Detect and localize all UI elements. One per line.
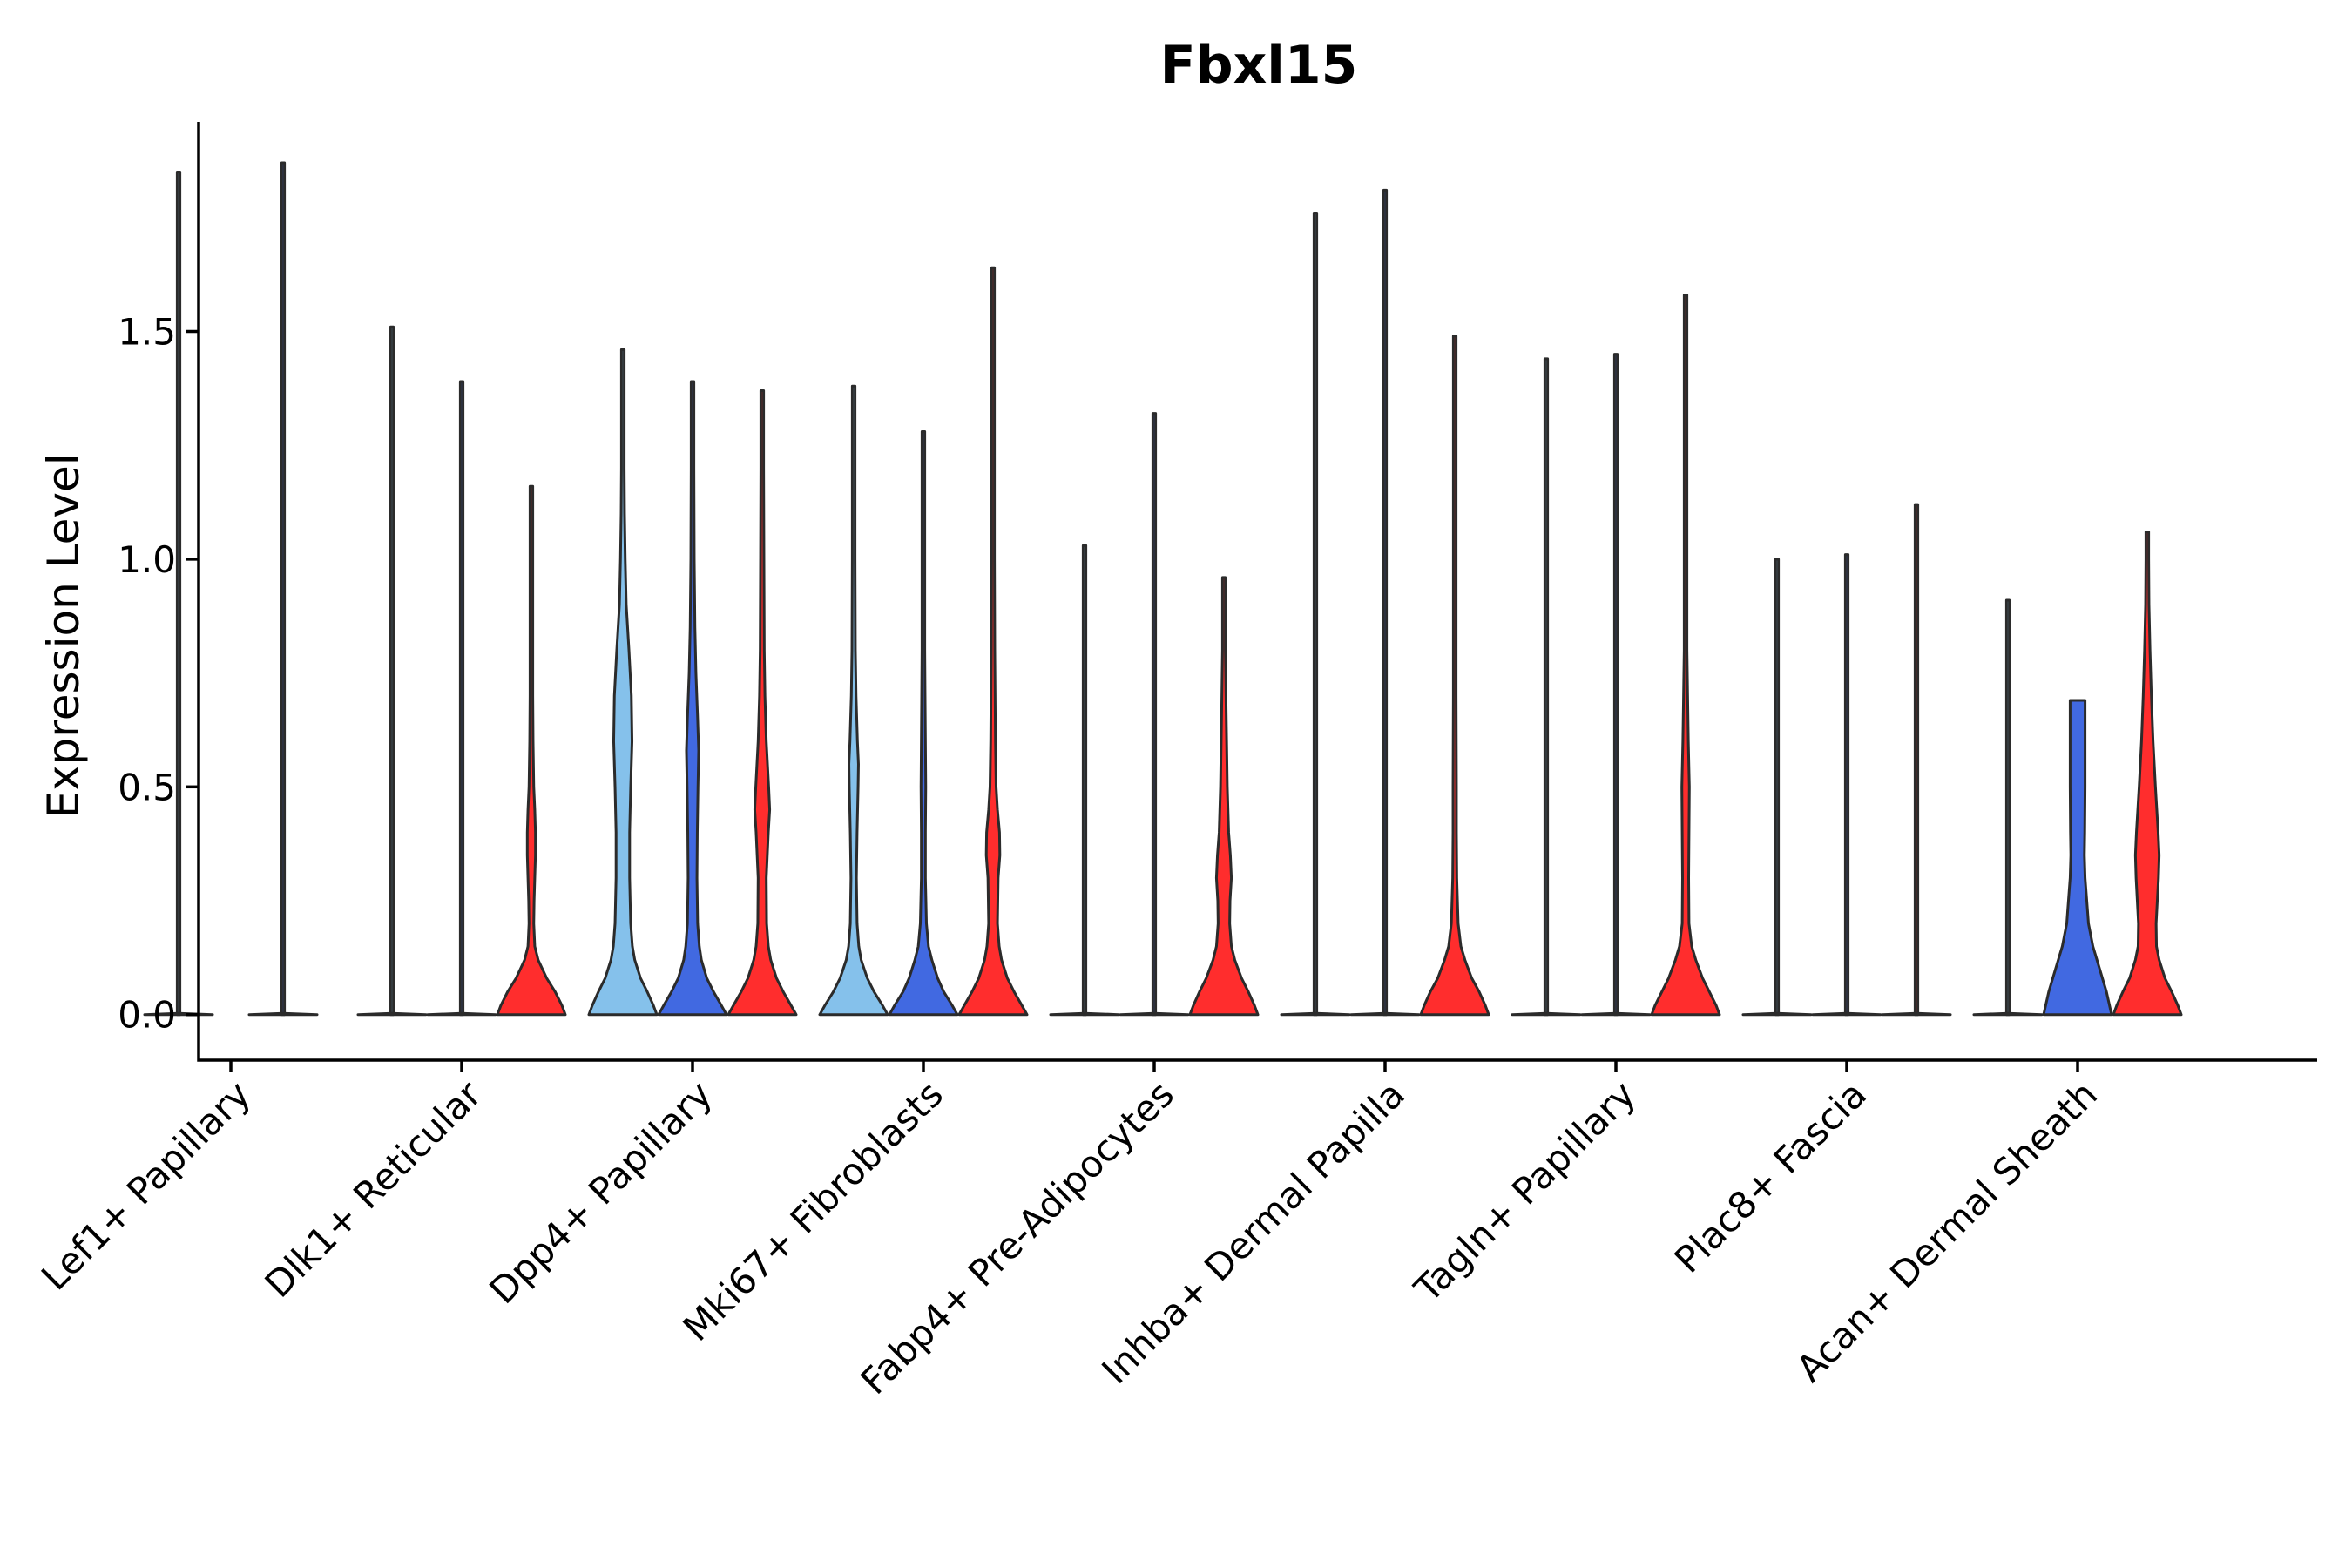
y-tick-label: 0.0 [118, 994, 176, 1037]
violin-light_blue [1543, 357, 1550, 1017]
y-ticks: 0.0 0.5 1.0 1.5 [118, 310, 199, 1037]
violin-light_blue [175, 171, 182, 1017]
x-tick-label: Mki67+ Fibroblasts [675, 1072, 951, 1348]
x-tick-label: Lef1+ Papillary [33, 1072, 259, 1298]
violin-red [957, 266, 1029, 1017]
violin-red [1188, 576, 1260, 1017]
violin-base [1049, 1011, 1120, 1017]
violin-light_blue [587, 348, 659, 1017]
y-tick-label: 1.0 [118, 538, 176, 581]
y-axis-label: Expression Level [38, 453, 89, 818]
violin-light_blue [1312, 212, 1319, 1017]
violin-blue [888, 430, 959, 1017]
violin-red [1650, 294, 1721, 1017]
violin-red [1913, 503, 1920, 1017]
chart-title: Fbxl15 [1160, 35, 1358, 96]
axes [197, 122, 2317, 1062]
violin-red [727, 389, 798, 1017]
violin-light_blue [1081, 544, 1088, 1017]
violin-blue [657, 380, 728, 1017]
violin-base [356, 1011, 428, 1017]
violin-blue [1151, 412, 1158, 1017]
violin-base [1881, 1011, 1952, 1017]
violin-base [1280, 1011, 1351, 1017]
x-tick-label: Dpp4+ Papillary [481, 1072, 720, 1312]
violin-group [143, 161, 2183, 1017]
violin-base [1511, 1011, 1582, 1017]
violin-red [2112, 531, 2183, 1017]
violin-base [247, 1011, 319, 1017]
x-tick-label: Tagln+ Papillary [1406, 1072, 1644, 1310]
violin-blue [2042, 699, 2113, 1017]
axis-lines [197, 122, 2317, 1062]
y-tick-label: 0.5 [118, 766, 176, 808]
violin-light_blue [1774, 558, 1781, 1017]
violin-blue [280, 161, 287, 1017]
violin-blue [1612, 353, 1619, 1017]
violin-base [1811, 1011, 1882, 1017]
violin-blue [458, 380, 465, 1017]
violin-base [426, 1011, 497, 1017]
violin-light_blue [389, 325, 395, 1017]
violin-base [1741, 1011, 1813, 1017]
violin-blue [1843, 553, 1850, 1017]
violin-light_blue [2004, 598, 2011, 1017]
violin-base [1972, 1011, 2044, 1017]
violin-base [1119, 1011, 1190, 1017]
violin-red [496, 484, 567, 1017]
y-tick-label: 1.5 [118, 310, 176, 353]
violin-base [1349, 1011, 1421, 1017]
violin-red [1419, 335, 1490, 1017]
violin-light_blue [818, 384, 889, 1017]
violin-base [1580, 1011, 1652, 1017]
violin-blue [1382, 188, 1389, 1017]
x-tick-label: Plac8+ Fascia [1666, 1072, 1875, 1281]
x-tick-label: Dlk1+ Reticular [257, 1072, 490, 1306]
